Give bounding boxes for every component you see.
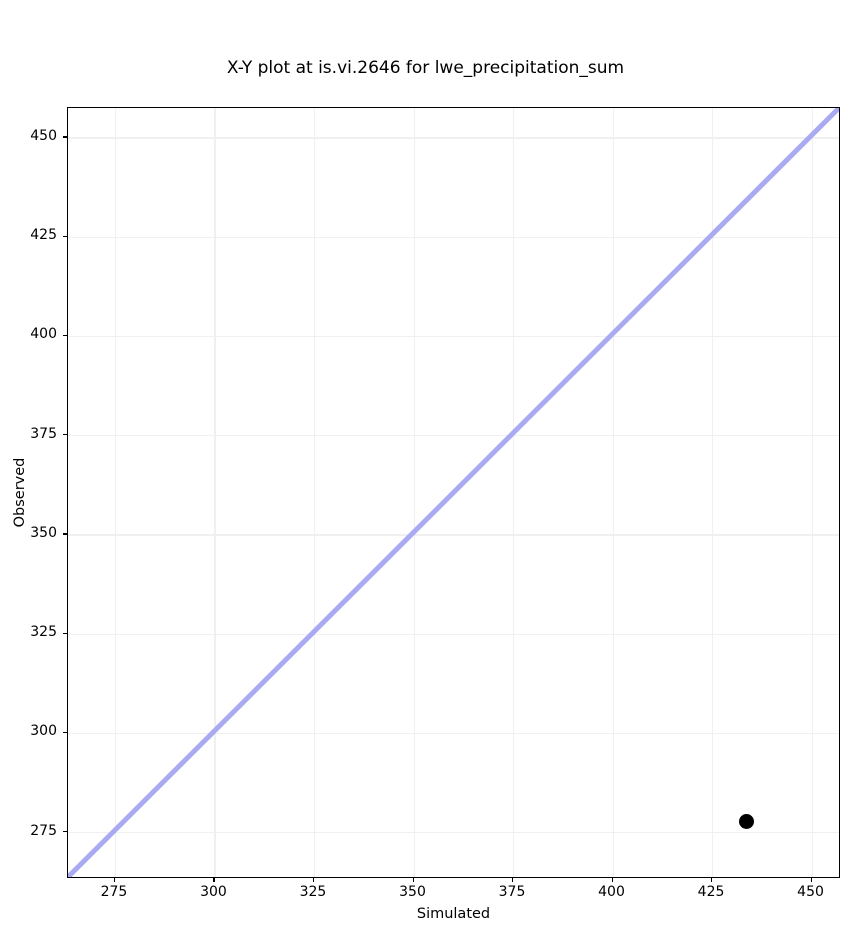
x-tick-label: 425 bbox=[697, 884, 725, 900]
x-tick-mark bbox=[412, 878, 414, 882]
gridline-vertical bbox=[413, 108, 415, 877]
x-axis-label: Simulated bbox=[416, 906, 491, 922]
y-tick-mark bbox=[63, 831, 67, 833]
y-tick-label: 275 bbox=[30, 822, 57, 839]
x-tick-label: 450 bbox=[797, 884, 824, 900]
gridline-horizontal bbox=[68, 534, 839, 536]
y-tick-mark bbox=[63, 235, 67, 237]
gridline-horizontal bbox=[68, 732, 839, 735]
gridline-horizontal bbox=[68, 435, 839, 437]
x-tick-label: 400 bbox=[598, 884, 625, 900]
gridline-vertical bbox=[811, 108, 813, 877]
y-tick-label: 325 bbox=[30, 624, 57, 641]
y-axis-label: Observed bbox=[12, 457, 28, 528]
y-tick-label: 450 bbox=[30, 127, 57, 144]
x-tick-label: 300 bbox=[200, 884, 227, 900]
y-tick-mark bbox=[63, 533, 67, 535]
y-tick-mark bbox=[63, 334, 67, 337]
y-tick-mark bbox=[63, 632, 67, 634]
y-tick-label: 425 bbox=[30, 227, 57, 244]
y-tick-label: 375 bbox=[30, 425, 57, 442]
data-point bbox=[739, 813, 755, 829]
gridline-vertical bbox=[712, 108, 714, 877]
y-tick-mark bbox=[63, 136, 67, 138]
x-tick-mark bbox=[611, 878, 613, 882]
gridline-horizontal bbox=[68, 335, 839, 338]
y-tick-mark bbox=[63, 434, 67, 436]
x-tick-label: 350 bbox=[399, 884, 426, 900]
y-tick-label: 300 bbox=[30, 723, 57, 740]
x-tick-mark bbox=[113, 878, 116, 882]
y-tick-label: 400 bbox=[30, 326, 57, 343]
x-tick-mark bbox=[512, 878, 514, 882]
gridline-horizontal bbox=[68, 137, 839, 139]
y-tick-label: 350 bbox=[30, 524, 57, 541]
x-tick-label: 275 bbox=[100, 884, 128, 900]
gridline-horizontal bbox=[68, 633, 839, 635]
plot-area bbox=[67, 107, 840, 878]
x-tick-mark bbox=[312, 878, 315, 882]
gridline-vertical bbox=[214, 108, 216, 877]
chart-title-line-1: X-Y plot at is.vi.2646 for lwe_precipita… bbox=[226, 58, 625, 78]
gridline-vertical bbox=[612, 108, 614, 877]
gridline-vertical bbox=[313, 108, 316, 877]
gridline-horizontal bbox=[68, 832, 839, 834]
one-to-one-reference-line bbox=[68, 108, 839, 877]
x-tick-label: 375 bbox=[498, 884, 526, 900]
x-tick-mark bbox=[711, 878, 713, 882]
gridline-horizontal bbox=[68, 236, 839, 238]
y-tick-mark bbox=[63, 731, 67, 734]
gridline-vertical bbox=[114, 108, 117, 877]
gridline-vertical bbox=[513, 108, 515, 877]
x-tick-label: 325 bbox=[299, 884, 327, 900]
x-tick-mark bbox=[213, 878, 215, 882]
x-tick-mark bbox=[810, 878, 812, 882]
